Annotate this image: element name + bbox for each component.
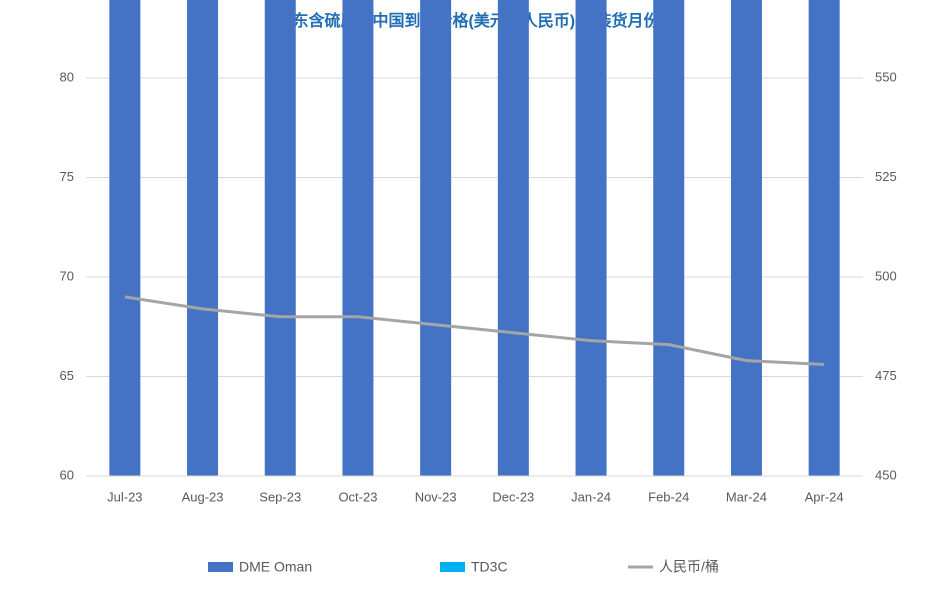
x-tick-label: Dec-23 [492,489,534,504]
y2-tick-label: 475 [875,368,897,383]
bar [575,0,607,477]
bar [264,0,296,477]
y-tick-label: 70 [60,268,74,283]
bar [497,0,529,476]
x-tick-label: Sep-23 [259,489,301,504]
x-tick-label: Jan-24 [571,489,611,504]
x-tick-label: Oct-23 [338,489,377,504]
x-tick-label: Feb-24 [648,489,689,504]
y-tick-label: 65 [60,368,74,383]
legend-label: DME Oman [239,559,312,575]
bar [420,0,452,476]
line [124,295,825,367]
legend-label: TD3C [471,559,508,575]
y2-tick-label: 450 [875,467,897,482]
bar [653,0,685,477]
x-tick-label: Nov-23 [415,489,457,504]
x-tick-label: Aug-23 [182,489,224,504]
x-tick-label: Apr-24 [805,489,844,504]
legend-label: 人民币/桶 [659,559,719,575]
y-tick-label: 60 [60,467,74,482]
bar [808,0,840,476]
y2-tick-label: 550 [875,69,897,84]
legend-swatch [440,562,465,572]
y-tick-label: 80 [60,69,74,84]
x-tick-label: Jul-23 [107,489,142,504]
legend-swatch [208,562,233,572]
y2-tick-label: 500 [875,268,897,283]
y2-tick-label: 525 [875,169,897,184]
y-tick-label: 75 [60,169,74,184]
bar [109,0,141,476]
bar [342,0,374,476]
bar [187,0,219,476]
bar [730,0,762,476]
x-tick-label: Mar-24 [726,489,767,504]
